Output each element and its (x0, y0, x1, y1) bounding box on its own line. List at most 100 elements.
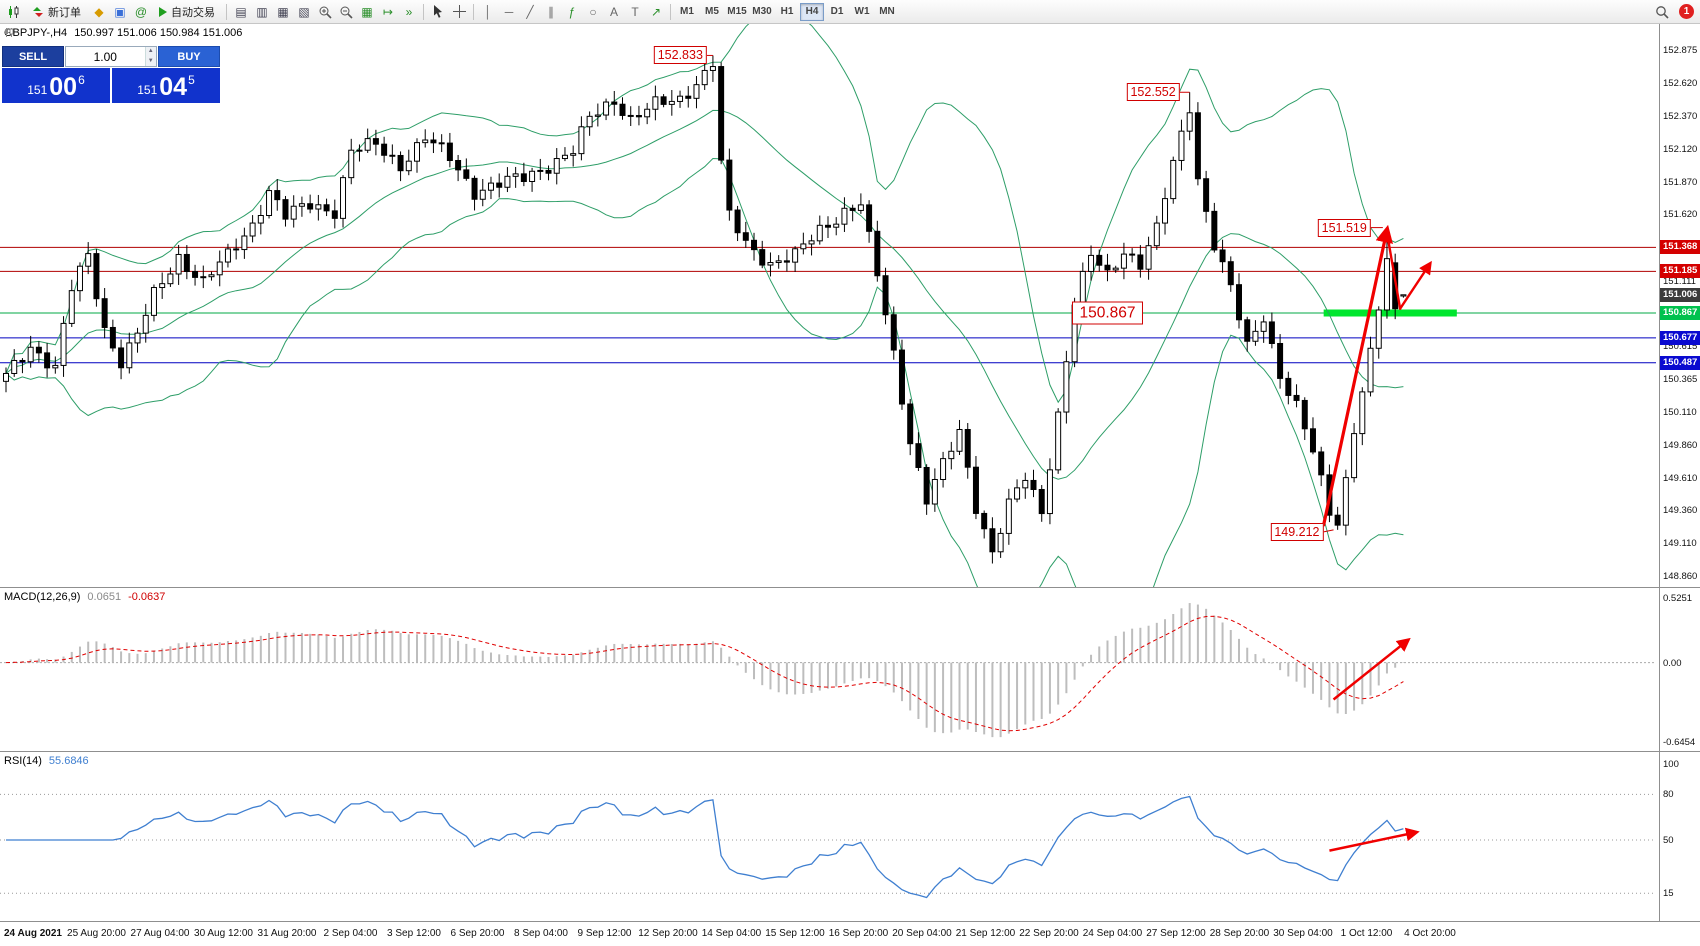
symbol-name: GBPJPY-,H4 (4, 27, 68, 39)
window-arrange-icon[interactable]: ▧ (298, 4, 310, 19)
one-click-trade-panel: SELL ▲ ▼ BUY 151 00 6 151 (2, 46, 220, 103)
market-icon[interactable]: @ (134, 4, 148, 19)
new-order-button[interactable]: 新订单 (25, 2, 88, 22)
macd-axis: 0.5251 0.00 -0.6454 (1660, 588, 1700, 752)
time-label: 6 Sep 20:00 (450, 928, 505, 939)
price-badge: 151.006 (1660, 287, 1700, 302)
tf-button-h1[interactable]: H1 (775, 3, 799, 21)
tf-button-h4[interactable]: H4 (800, 2, 824, 21)
price-tick: 151.870 (1663, 176, 1698, 188)
price-badge: 151.185 (1660, 264, 1700, 279)
main-price-axis: 152.875 152.620 152.370 152.120 151.870 151.6… (1660, 24, 1700, 588)
time-label: 12 Sep 20:00 (638, 928, 698, 939)
channel-icon[interactable]: ∥ (548, 4, 554, 19)
rsi-tick: 80 (1663, 789, 1674, 801)
macd-arrow[interactable] (1332, 637, 1411, 701)
annotations-layer: 152.833 152.552 151.519 150.867 149.212 (0, 24, 1659, 587)
tf-button-m30[interactable]: M30 (750, 3, 774, 21)
macd-panel[interactable]: MACD(12,26,9) 0.0651 -0.0637 (0, 588, 1659, 752)
tf-button-m15[interactable]: M15 (725, 3, 749, 21)
sell-price-display[interactable]: 151 00 6 (2, 68, 110, 103)
tf-button-m1[interactable]: M1 (675, 3, 699, 21)
chart-shift-icon[interactable]: ↦ (382, 4, 394, 19)
price-annotation[interactable]: 151.519 (1317, 218, 1371, 237)
price-annotation[interactable]: 149.212 (1270, 522, 1324, 541)
toolbar-separator (670, 3, 671, 20)
price-axis-column[interactable]: 152.875 152.620 152.370 152.120 151.870 151.6… (1659, 24, 1700, 922)
vertical-line-icon[interactable]: │ (484, 4, 492, 19)
zoom-in-icon[interactable] (315, 2, 335, 22)
lot-increase-button[interactable]: ▲ (145, 47, 156, 57)
new-order-icon (33, 6, 43, 17)
toolbar-separator (473, 3, 474, 20)
lot-size-box: ▲ ▼ (65, 46, 157, 67)
search-icon[interactable] (1652, 2, 1672, 22)
rsi-canvas[interactable] (0, 752, 1659, 922)
time-label: 8 Sep 04:00 (514, 928, 568, 939)
auto-trade-button[interactable]: 自动交易 (152, 2, 222, 22)
chart-candles-icon[interactable] (4, 2, 24, 22)
price-badge: 150.867 (1660, 306, 1700, 320)
macd-tick: -0.6454 (1663, 737, 1696, 748)
rsi-panel[interactable]: RSI(14) 55.6846 (0, 752, 1659, 922)
toolbar: 新订单 ◆ ▣ @ 自动交易 ▤ ▥ ▦ ▧ ▦ ↦ » │ ─ ╱ (0, 0, 1700, 24)
time-label: 2 Sep 04:00 (323, 928, 378, 939)
macd-canvas[interactable] (0, 588, 1659, 752)
buy-price-big: 04 (159, 73, 188, 101)
price-tick: 149.360 (1663, 505, 1698, 517)
tf-button-d1[interactable]: D1 (825, 3, 849, 21)
text-icon[interactable]: A (609, 4, 618, 19)
play-icon (159, 6, 167, 17)
price-tick: 152.875 (1663, 44, 1698, 56)
main-chart-panel[interactable]: 152.833 152.552 151.519 150.867 149.212 GBPJ… (0, 24, 1659, 588)
time-label: 21 Sep 12:00 (955, 928, 1016, 939)
window-tile-vertical-icon[interactable]: ▦ (277, 4, 289, 19)
window-cascade-icon[interactable]: ▤ (235, 4, 247, 19)
cursor-icon[interactable] (428, 2, 448, 22)
time-label: 22 Sep 20:00 (1019, 928, 1079, 939)
time-axis[interactable]: 24 Aug 2021 25 Aug 20:00 27 Aug 04:00 30 Au… (0, 922, 1700, 946)
rsi-arrow[interactable] (1329, 827, 1420, 852)
fibonacci-icon[interactable]: ƒ (568, 4, 576, 19)
macd-main-value: 0.0651 (87, 591, 122, 603)
time-label: 1 Oct 12:00 (1340, 928, 1393, 939)
crosshair-icon[interactable] (449, 2, 469, 22)
auto-scroll-icon[interactable]: » (405, 4, 413, 19)
time-label: 9 Sep 12:00 (577, 928, 632, 939)
lot-size-input[interactable] (66, 47, 145, 66)
profiles-icon[interactable]: ▣ (114, 4, 126, 19)
candles-layer[interactable] (3, 55, 1407, 564)
price-chart-canvas[interactable] (0, 24, 1659, 588)
tf-button-mn[interactable]: MN (875, 3, 899, 21)
quotes-icon[interactable]: ◆ (94, 4, 104, 19)
price-annotation[interactable]: 152.552 (1126, 83, 1180, 102)
horizontal-line-icon[interactable]: ─ (504, 4, 514, 19)
price-tick: 150.110 (1663, 407, 1697, 419)
time-label: 15 Sep 12:00 (765, 928, 825, 939)
zoom-out-icon[interactable] (336, 2, 356, 22)
arrow-objects-icon[interactable]: ↗ (650, 4, 662, 19)
text-label-icon[interactable]: T (631, 4, 639, 19)
buy-button[interactable]: BUY (158, 46, 220, 67)
new-order-label: 新订单 (48, 6, 81, 19)
trendline-icon[interactable]: ╱ (526, 4, 534, 19)
trend-arrows[interactable] (1322, 224, 1432, 527)
level-lines[interactable] (0, 246, 1656, 364)
tile-windows-icon[interactable]: ▦ (361, 4, 373, 19)
price-annotation[interactable]: 150.867 (1072, 301, 1143, 325)
macd-header: MACD(12,26,9) 0.0651 -0.0637 (4, 591, 165, 603)
macd-tick: 0.00 (1663, 657, 1682, 669)
sell-button[interactable]: SELL (2, 46, 64, 67)
lot-decrease-button[interactable]: ▼ (145, 56, 156, 66)
time-label: 3 Sep 12:00 (387, 928, 441, 939)
tf-button-m5[interactable]: M5 (700, 3, 724, 21)
buy-price-display[interactable]: 151 04 5 (112, 68, 220, 103)
window-tile-horizontal-icon[interactable]: ▥ (256, 4, 268, 19)
notification-badge[interactable]: 1 (1679, 4, 1694, 19)
bollinger-bands (5, 24, 1404, 587)
price-annotation[interactable]: 152.833 (653, 46, 707, 65)
shapes-icon[interactable]: ○ (589, 4, 597, 19)
sell-price-big: 00 (49, 73, 78, 101)
tf-button-w1[interactable]: W1 (850, 3, 874, 21)
